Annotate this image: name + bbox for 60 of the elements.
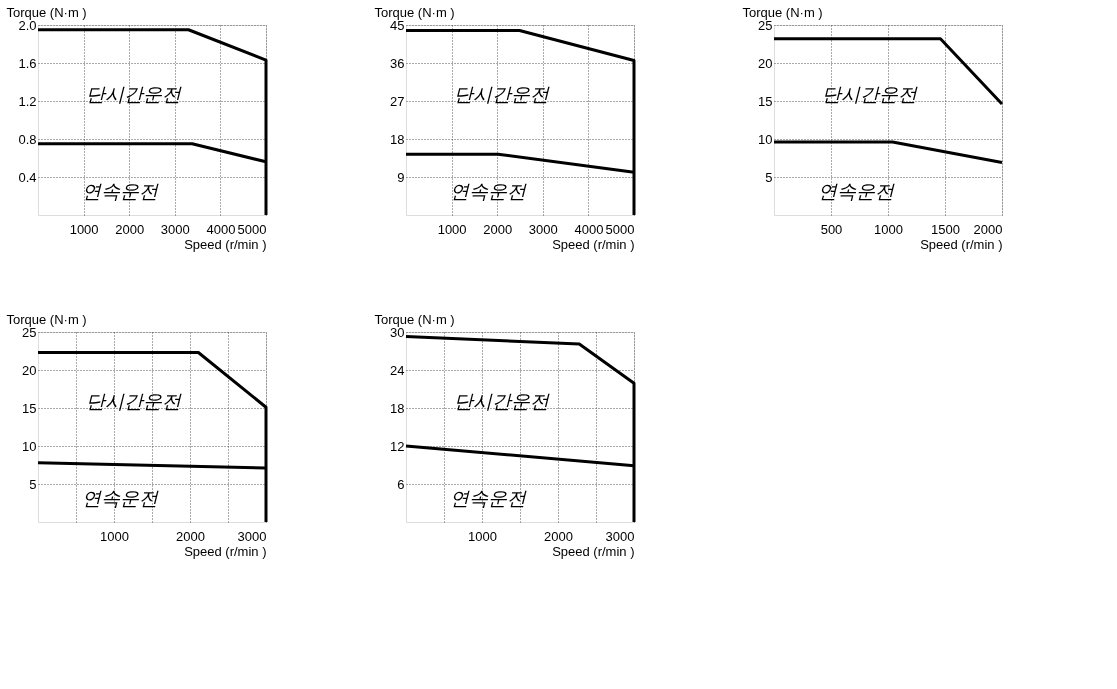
- y-axis-title: Torque (N·m ): [374, 4, 455, 20]
- x-tick-label: 2000: [544, 528, 573, 544]
- x-axis-title: Speed (r/min ): [184, 543, 267, 559]
- annotation: 단시간운전: [86, 84, 183, 106]
- y-tick-label: 18: [390, 400, 405, 416]
- annotation: 연속운전: [82, 488, 160, 510]
- x-tick-label: 3000: [528, 221, 558, 237]
- y-tick-label: 20: [22, 362, 37, 378]
- y-tick-label: 1.2: [18, 93, 37, 109]
- y-tick-label: 24: [390, 362, 405, 378]
- x-tick-label: 1000: [874, 221, 903, 237]
- x-tick-label: 1000: [468, 528, 497, 544]
- x-tick-label: 3000: [237, 528, 267, 544]
- y-tick-label: 36: [390, 55, 405, 71]
- annotation: 단시간운전: [454, 84, 551, 106]
- x-tick-label: 3000: [160, 221, 190, 237]
- x-tick-label: 4000: [206, 221, 236, 237]
- x-axis-title: Speed (r/min ): [184, 236, 267, 252]
- x-tick-label: 500: [820, 221, 843, 237]
- y-axis-title: Torque (N·m ): [6, 4, 87, 20]
- x-tick-label: 1000: [437, 221, 467, 237]
- y-axis-title: Torque (N·m ): [742, 4, 823, 20]
- annotation: 단시간운전: [822, 84, 919, 106]
- y-tick-label: 0.8: [18, 131, 37, 147]
- annotation: 연속운전: [450, 488, 528, 510]
- annotation: 단시간운전: [454, 391, 551, 413]
- x-tick-label: 2000: [115, 221, 145, 237]
- x-tick-label: 2000: [176, 528, 205, 544]
- x-tick-label: 1500: [931, 221, 960, 237]
- y-tick-label: 6: [397, 476, 405, 492]
- x-tick-label: 5000: [605, 221, 635, 237]
- y-tick-label: 18: [390, 131, 405, 147]
- annotation: 연속운전: [82, 181, 160, 203]
- x-tick-label: 5000: [237, 221, 267, 237]
- x-tick-label: 2000: [973, 221, 1003, 237]
- y-tick-label: 15: [22, 400, 37, 416]
- y-tick-label: 1.6: [18, 55, 37, 71]
- y-tick-label: 5: [29, 476, 37, 492]
- x-tick-label: 3000: [605, 528, 635, 544]
- y-tick-label: 27: [390, 93, 405, 109]
- y-tick-label: 5: [765, 169, 773, 185]
- y-axis-title: Torque (N·m ): [374, 311, 455, 327]
- y-tick-label: 15: [758, 93, 773, 109]
- x-tick-label: 4000: [574, 221, 604, 237]
- y-tick-label: 20: [758, 55, 773, 71]
- y-tick-label: 10: [758, 131, 773, 147]
- y-tick-label: 10: [22, 438, 37, 454]
- x-tick-label: 1000: [100, 528, 129, 544]
- x-tick-label: 1000: [69, 221, 99, 237]
- y-tick-label: 0.4: [18, 169, 37, 185]
- y-tick-label: 12: [390, 438, 405, 454]
- x-axis-title: Speed (r/min ): [920, 236, 1003, 252]
- annotation: 연속운전: [818, 181, 896, 203]
- annotation: 연속운전: [450, 181, 528, 203]
- x-axis-title: Speed (r/min ): [552, 543, 635, 559]
- x-axis-title: Speed (r/min ): [552, 236, 635, 252]
- y-tick-label: 9: [397, 169, 405, 185]
- annotation: 단시간운전: [86, 391, 183, 413]
- x-tick-label: 2000: [483, 221, 513, 237]
- y-axis-title: Torque (N·m ): [6, 311, 87, 327]
